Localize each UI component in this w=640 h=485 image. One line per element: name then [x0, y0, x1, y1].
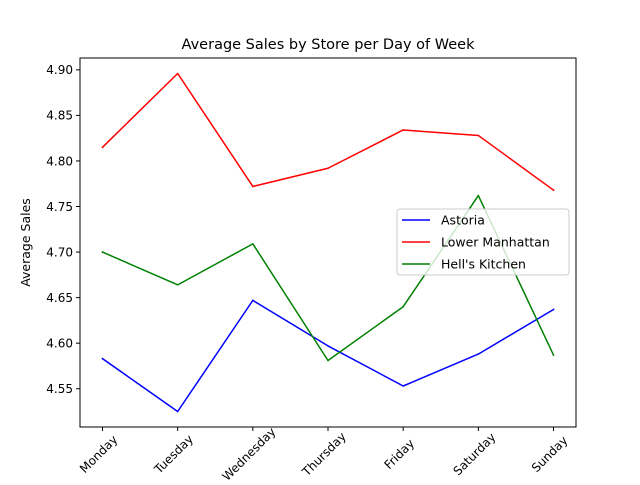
y-axis-label: Average Sales: [18, 198, 33, 287]
y-tick-label: 4.85: [46, 109, 73, 123]
chart-title: Average Sales by Store per Day of Week: [182, 37, 476, 53]
y-tick-label: 4.80: [46, 154, 73, 168]
data-point: [252, 185, 254, 188]
x-tick-label: Tuesday: [151, 432, 196, 477]
y-tick-label: 4.65: [46, 291, 73, 305]
y-tick-label: 4.60: [46, 336, 73, 350]
data-point: [101, 146, 104, 149]
x-tick-label: Sunday: [529, 433, 571, 475]
data-point: [552, 189, 555, 191]
legend: Astoria Lower Manhattan Hell's Kitchen: [396, 208, 570, 276]
series-line-1: [101, 72, 555, 192]
data-point: [327, 345, 329, 347]
data-point: [402, 129, 404, 131]
x-tick-label: Saturday: [450, 430, 498, 478]
x-tick-label: Monday: [77, 432, 120, 475]
data-point: [402, 385, 404, 387]
y-tick-label: 4.75: [46, 200, 73, 214]
y-tick-label: 4.70: [46, 245, 73, 259]
legend-label-0: Astoria: [441, 213, 485, 228]
data-point: [176, 410, 179, 413]
data-point: [552, 354, 555, 356]
data-point: [252, 299, 254, 302]
legend-frame: [396, 208, 570, 276]
data-point: [477, 353, 480, 355]
data-point: [477, 194, 480, 197]
x-tick-label: Wednesday: [219, 425, 278, 480]
data-point: [252, 243, 254, 245]
y-tick-label: 4.55: [46, 382, 73, 396]
y-axis-ticks: 4.55 4.60 4.65 4.70 4.75 4.80 4.85 4.90: [46, 63, 80, 396]
data-point: [327, 359, 329, 362]
series-line-0: [101, 299, 555, 413]
y-tick-label: 4.90: [46, 63, 73, 77]
data-point: [552, 308, 555, 311]
x-tick-label: Thursday: [299, 429, 349, 479]
series-lines: [101, 72, 555, 413]
x-axis-ticks: Monday Tuesday Wednesday Thursday Friday Satu…: [77, 425, 571, 484]
data-point: [477, 134, 480, 137]
x-tick-label: Friday: [382, 436, 418, 472]
data-point: [101, 357, 104, 360]
data-point: [101, 251, 104, 253]
legend-label-2: Hell's Kitchen: [441, 257, 526, 272]
data-point: [176, 72, 179, 75]
data-point: [176, 284, 179, 286]
data-point: [327, 167, 329, 170]
data-point: [402, 305, 404, 308]
legend-label-1: Lower Manhattan: [441, 235, 550, 250]
